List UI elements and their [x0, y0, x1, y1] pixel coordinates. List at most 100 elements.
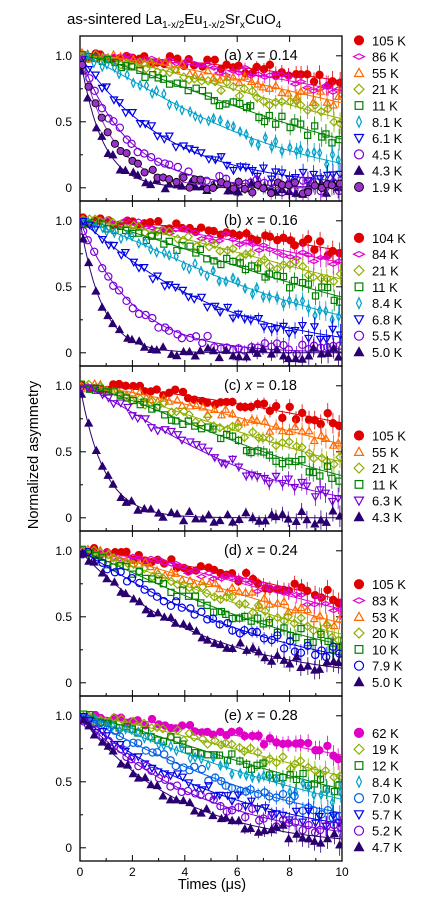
legend-label: 55 K: [372, 445, 399, 460]
data-point: [179, 173, 188, 182]
data-point: [272, 135, 279, 148]
data-point: [228, 432, 237, 440]
data-point: [184, 346, 195, 356]
data-point: [280, 624, 288, 632]
data-point: [240, 249, 251, 260]
data-point: [265, 232, 275, 241]
data-point: [291, 652, 302, 661]
data-point: [158, 512, 168, 521]
data-point: [274, 292, 280, 304]
data-point: [305, 781, 312, 794]
data-point: [80, 60, 87, 69]
data-point: [147, 731, 154, 744]
legend-label: 105 K: [372, 33, 406, 48]
data-point: [191, 789, 200, 798]
legend-marker: [352, 53, 366, 60]
data-point: [329, 828, 340, 838]
data-point: [203, 398, 212, 407]
data-point: [265, 619, 273, 627]
data-point: [109, 281, 118, 290]
data-point: [215, 75, 225, 84]
data-point: [190, 182, 201, 191]
data-point: [271, 511, 281, 521]
data-point: [246, 241, 259, 248]
data-point: [290, 326, 300, 336]
data-point: [258, 433, 268, 443]
data-point: [141, 726, 150, 735]
data-point: [260, 804, 271, 813]
data-point: [303, 738, 313, 748]
data-point: [316, 106, 326, 117]
data-point: [317, 630, 325, 639]
data-point: [241, 507, 251, 517]
data-point: [316, 430, 326, 439]
data-point: [307, 88, 320, 94]
data-point: [223, 303, 233, 313]
legend-marker: [353, 727, 365, 739]
data-point: [210, 76, 220, 87]
data-point: [240, 315, 250, 324]
data-point: [317, 147, 323, 159]
data-point: [233, 187, 243, 196]
data-point: [91, 57, 97, 69]
legend: 105 K 83 K53 K20 K10 K 7.9 K5.0 K: [352, 577, 406, 690]
data-point: [303, 641, 312, 651]
data-point: [192, 110, 198, 123]
data-point: [147, 344, 157, 353]
data-point: [178, 515, 189, 525]
data-point: [308, 601, 321, 608]
legend-label: 11 K: [372, 99, 398, 114]
data-point: [190, 351, 200, 360]
data-point: [90, 86, 99, 96]
data-point: [290, 241, 299, 250]
legend-label: 4.5 K: [372, 147, 403, 162]
data-point: [242, 282, 248, 295]
data-point: [240, 626, 249, 635]
data-point: [323, 462, 332, 470]
data-point: [270, 168, 281, 177]
data-point: [102, 217, 114, 223]
data-point: [322, 130, 330, 138]
data-point: [302, 252, 314, 258]
data-point: [197, 607, 206, 617]
data-point: [335, 331, 342, 340]
data-point: [323, 741, 332, 751]
data-point: [97, 568, 108, 577]
data-point: [219, 572, 232, 578]
legend-label: 104 K: [372, 231, 406, 246]
data-point: [191, 784, 201, 793]
data-point: [171, 143, 181, 152]
data-point: [204, 423, 212, 431]
data-point: [308, 258, 320, 265]
data-point: [204, 270, 210, 282]
data-point: [329, 459, 339, 470]
data-point: [208, 65, 220, 71]
data-point: [310, 780, 319, 788]
data-point: [297, 261, 308, 272]
data-point: [104, 272, 113, 281]
data-point: [215, 422, 225, 433]
legend-marker: [353, 164, 365, 175]
data-point: [285, 637, 295, 646]
data-point: [123, 760, 133, 769]
data-point: [90, 71, 101, 80]
data-point: [247, 765, 256, 773]
data-point: [209, 517, 219, 526]
data-point: [227, 797, 237, 806]
legend: 105 K 86 K55 K21 K 11 K8.1 K6.1 K4.5 K 4.3 …: [352, 33, 406, 195]
data-point: [198, 402, 208, 411]
data-point: [210, 454, 220, 463]
data-point: [185, 797, 195, 807]
data-point: [97, 302, 107, 311]
data-point: [171, 406, 182, 417]
data-point: [253, 79, 263, 88]
data-point: [109, 740, 119, 750]
data-point: [261, 769, 267, 782]
data-point: [276, 71, 288, 78]
data-point: [103, 148, 113, 158]
data-point: [111, 226, 119, 235]
data-point: [216, 740, 226, 750]
data-point: [161, 246, 167, 259]
data-point: [298, 340, 307, 350]
data-point: [136, 237, 142, 250]
